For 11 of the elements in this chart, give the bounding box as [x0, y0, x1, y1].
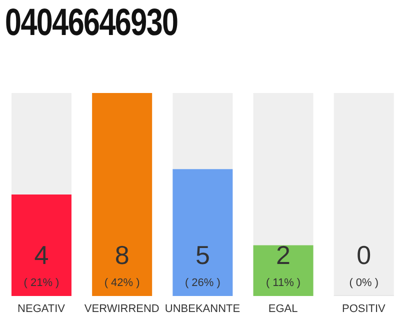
data-label: 8 ( 42% ) — [104, 240, 140, 289]
chart-title: 04046646930 — [5, 2, 178, 45]
data-label: 2 ( 11% ) — [266, 240, 301, 289]
x-tick-label: EGAL — [268, 302, 298, 315]
data-label: 0 ( 0% ) — [349, 240, 379, 289]
x-tick-label: UNBEKANNTE — [164, 302, 240, 315]
x-tick-label: POSITIV — [342, 302, 386, 315]
data-label: 4 ( 21% ) — [24, 240, 60, 289]
data-label: 5 ( 26% ) — [184, 240, 220, 289]
x-tick-label: NEGATIV — [18, 302, 66, 315]
x-tick-label: VERWIRREND — [84, 302, 160, 315]
